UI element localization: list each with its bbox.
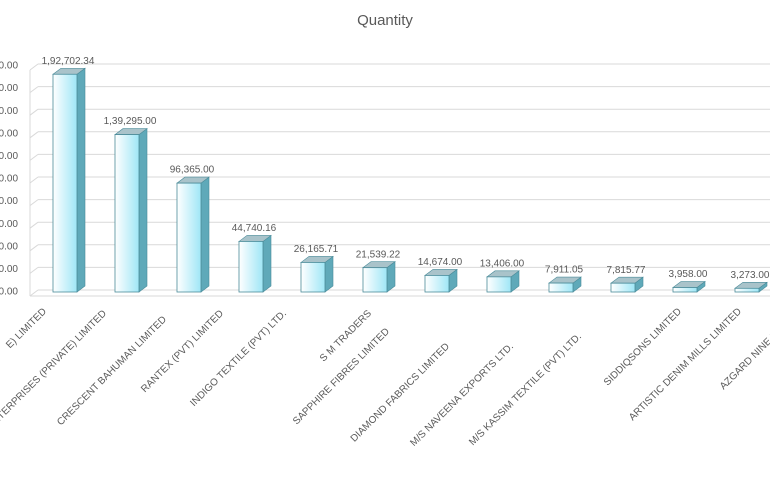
bar [238,241,264,293]
y-tick-label: 60,000.00 [0,219,18,230]
bar [610,282,636,293]
value-label: 21,539.22 [356,249,401,260]
value-label: 26,165.71 [294,244,339,255]
grid-depth [29,199,39,207]
bar [300,262,326,293]
grid-depth [29,131,39,139]
bar [52,73,78,293]
bar [424,275,450,293]
value-label: 7,911.05 [545,265,584,276]
bar-side [262,234,272,293]
y-tick-label: 2,00,000.00 [0,61,18,72]
y-tick-label: 0.00 [0,287,18,298]
grid-depth [29,176,39,184]
bar-side [76,67,86,293]
bar [176,182,202,293]
bar [548,282,574,293]
bar [672,287,698,293]
grid-depth [29,244,39,252]
grid-depth [29,266,39,274]
y-tick-label: 1,20,000.00 [0,151,18,162]
grid-depth [29,153,39,161]
bar [362,267,388,293]
bar [486,276,512,293]
y-tick-label: 1,80,000.00 [0,83,18,94]
y-tick-label: 40,000.00 [0,241,18,252]
bar-side [138,127,148,293]
value-label: 7,815.77 [607,265,646,276]
y-tick-label: 1,00,000.00 [0,174,18,185]
value-label: 1,92,702.34 [42,56,95,67]
bar [114,134,140,293]
value-label: 14,674.00 [418,257,463,268]
value-label: 96,365.00 [170,165,215,176]
chart-title: Quantity [357,12,413,29]
value-label: 3,273.00 [731,270,770,281]
grid-depth [29,63,39,71]
grid-depth [29,108,39,116]
grid-depth [29,86,39,93]
grid-depth [29,221,39,229]
value-label: 44,740.16 [232,223,277,234]
y-tick-label: 1,60,000.00 [0,106,18,117]
value-label: 1,39,295.00 [104,116,157,127]
bar [734,287,760,293]
y-tick-label: 20,000.00 [0,264,18,275]
y-tick-label: 80,000.00 [0,196,18,207]
value-label: 13,406.00 [480,258,525,269]
value-label: 3,958.00 [669,269,708,280]
y-tick-label: 1,40,000.00 [0,128,18,139]
grid-depth [29,289,39,297]
bar-side [200,176,210,293]
